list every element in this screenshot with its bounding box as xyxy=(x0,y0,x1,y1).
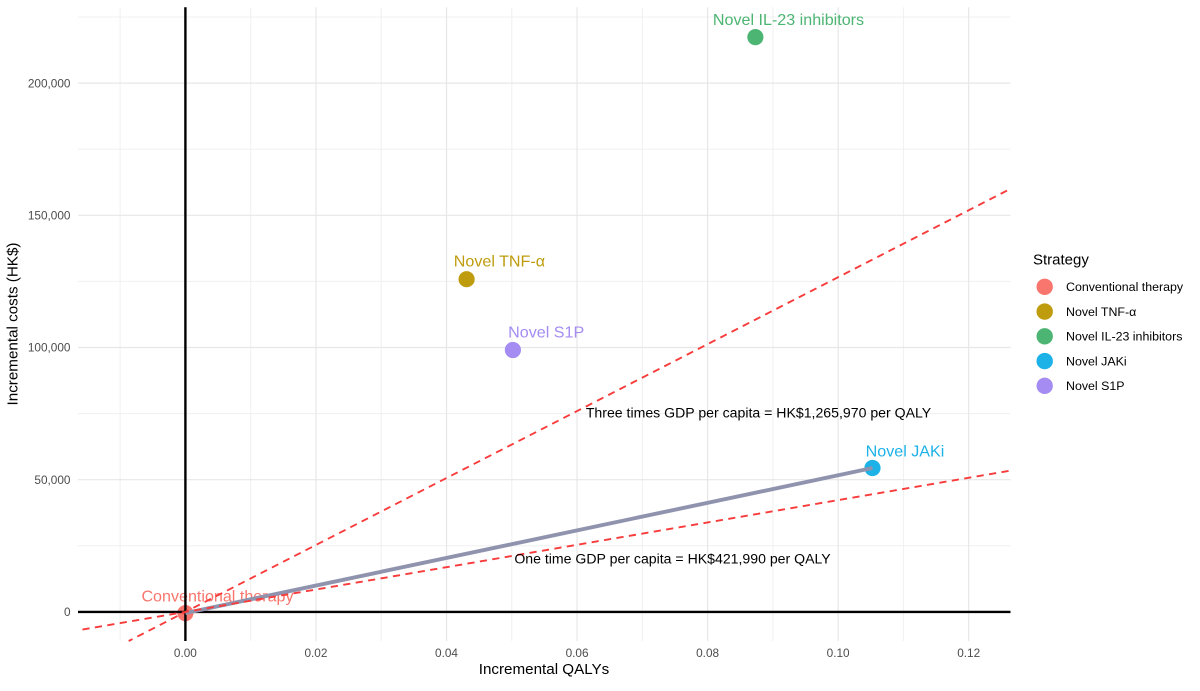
svg-text:Novel IL-23 inhibitors: Novel IL-23 inhibitors xyxy=(1066,330,1182,344)
svg-text:Incremental costs (HK$): Incremental costs (HK$) xyxy=(5,243,22,406)
svg-text:Novel JAKi: Novel JAKi xyxy=(866,442,945,460)
svg-text:Novel TNF-α: Novel TNF-α xyxy=(454,253,545,271)
svg-text:Strategy: Strategy xyxy=(1033,252,1089,269)
svg-text:Novel TNF-α: Novel TNF-α xyxy=(1066,305,1136,319)
svg-text:100,000: 100,000 xyxy=(28,341,71,355)
svg-text:0: 0 xyxy=(64,605,71,619)
svg-text:200,000: 200,000 xyxy=(28,76,71,90)
svg-text:0.06: 0.06 xyxy=(566,646,589,660)
svg-text:Novel JAKi: Novel JAKi xyxy=(1066,355,1127,369)
svg-text:0.04: 0.04 xyxy=(435,646,458,660)
svg-text:One time GDP per capita = HK$4: One time GDP per capita = HK$421,990 per… xyxy=(514,551,831,567)
svg-text:Novel S1P: Novel S1P xyxy=(1066,379,1125,393)
svg-text:0.10: 0.10 xyxy=(827,646,850,660)
svg-text:Incremental QALYs: Incremental QALYs xyxy=(479,661,610,678)
svg-text:Conventional therapy: Conventional therapy xyxy=(1066,280,1184,294)
svg-text:0.12: 0.12 xyxy=(957,646,980,660)
svg-text:50,000: 50,000 xyxy=(34,473,71,487)
svg-text:0.08: 0.08 xyxy=(696,646,719,660)
svg-text:Novel IL-23 inhibitors: Novel IL-23 inhibitors xyxy=(713,11,864,29)
svg-text:0.00: 0.00 xyxy=(174,646,197,660)
svg-text:Three times GDP per capita = H: Three times GDP per capita = HK$1,265,97… xyxy=(586,405,932,421)
svg-text:Conventional therapy: Conventional therapy xyxy=(141,588,294,606)
svg-text:Novel S1P: Novel S1P xyxy=(508,324,584,342)
svg-text:0.02: 0.02 xyxy=(304,646,327,660)
svg-text:150,000: 150,000 xyxy=(28,209,71,223)
